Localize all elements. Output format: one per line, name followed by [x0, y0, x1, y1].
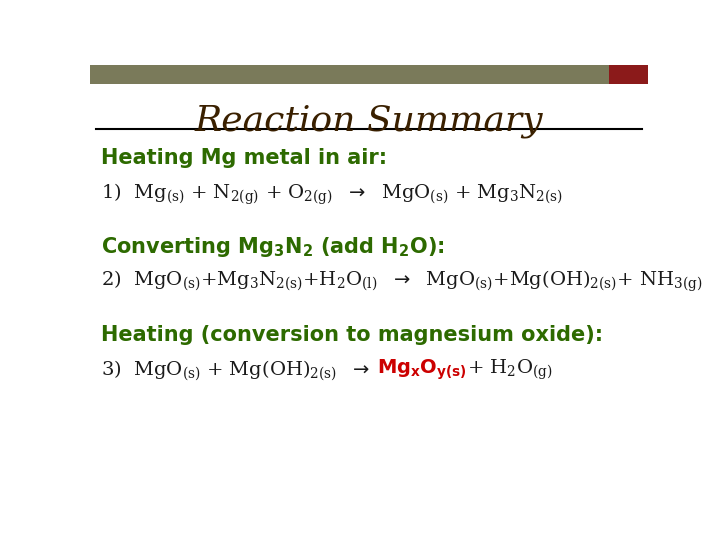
Text: 3)  MgO$_{\mathregular{(s)}}$ + Mg(OH)$_{\mathregular{2(s)}}$  $\rightarrow$: 3) MgO$_{\mathregular{(s)}}$ + Mg(OH)$_{… [101, 358, 382, 383]
Text: Heating (conversion to magnesium oxide):: Heating (conversion to magnesium oxide): [101, 325, 603, 345]
Text: Heating Mg metal in air:: Heating Mg metal in air: [101, 148, 387, 168]
Text: + H$_{\mathregular{2}}$O$_{\mathregular{(g)}}$: + H$_{\mathregular{2}}$O$_{\mathregular{… [461, 358, 553, 382]
Text: $\bf{Mg_xO_{y(s)}}$: $\bf{Mg_xO_{y(s)}}$ [377, 358, 467, 382]
Text: Converting Mg$_{\mathregular{3}}$N$_{\mathregular{2}}$ (add H$_{\mathregular{2}}: Converting Mg$_{\mathregular{3}}$N$_{\ma… [101, 235, 445, 259]
Text: Reaction Summary: Reaction Summary [194, 104, 544, 138]
Bar [609, 65, 648, 84]
Text: 1)  Mg$_{\mathregular{(s)}}$ + N$_{\mathregular{2(g)}}$ + O$_{\mathregular{2(g)}: 1) Mg$_{\mathregular{(s)}}$ + N$_{\mathr… [101, 181, 563, 207]
Bar [90, 65, 609, 84]
Text: 2)  MgO$_{\mathregular{(s)}}$+Mg$_{\mathregular{3}}$N$_{\mathregular{2(s)}}$+H$_: 2) MgO$_{\mathregular{(s)}}$+Mg$_{\mathr… [101, 268, 703, 294]
